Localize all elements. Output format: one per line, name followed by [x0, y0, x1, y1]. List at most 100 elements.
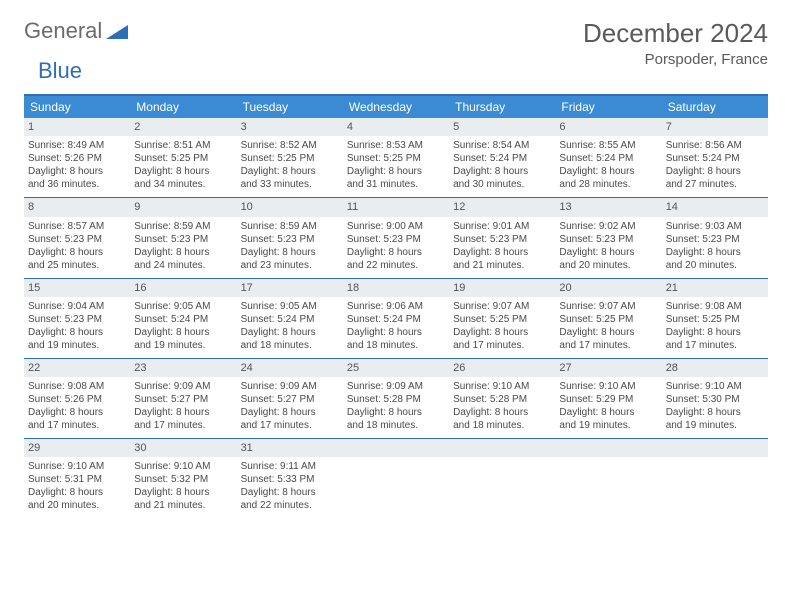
- sunrise-text: Sunrise: 8:49 AM: [28, 139, 126, 152]
- daylight-text-1: Daylight: 8 hours: [28, 326, 126, 339]
- day-cell: 10Sunrise: 8:59 AMSunset: 5:23 PMDayligh…: [237, 198, 343, 277]
- daylight-text-2: and 17 minutes.: [28, 419, 126, 432]
- daylight-text-1: Daylight: 8 hours: [666, 246, 764, 259]
- sunset-text: Sunset: 5:29 PM: [559, 393, 657, 406]
- sunset-text: Sunset: 5:26 PM: [28, 152, 126, 165]
- day-number: [449, 439, 555, 457]
- day-number: 16: [130, 279, 236, 297]
- day-cell: 29Sunrise: 9:10 AMSunset: 5:31 PMDayligh…: [24, 439, 130, 518]
- day-number: 12: [449, 198, 555, 216]
- daylight-text-1: Daylight: 8 hours: [559, 326, 657, 339]
- daylight-text-1: Daylight: 8 hours: [347, 406, 445, 419]
- daylight-text-1: Daylight: 8 hours: [28, 165, 126, 178]
- sunset-text: Sunset: 5:23 PM: [453, 233, 551, 246]
- sunrise-text: Sunrise: 9:10 AM: [28, 460, 126, 473]
- daylight-text-2: and 31 minutes.: [347, 178, 445, 191]
- sunset-text: Sunset: 5:24 PM: [559, 152, 657, 165]
- daylight-text-2: and 19 minutes.: [666, 419, 764, 432]
- day-number: 22: [24, 359, 130, 377]
- day-body: Sunrise: 8:49 AMSunset: 5:26 PMDaylight:…: [24, 136, 130, 197]
- sunset-text: Sunset: 5:23 PM: [28, 313, 126, 326]
- day-cell: 13Sunrise: 9:02 AMSunset: 5:23 PMDayligh…: [555, 198, 661, 277]
- day-number: 25: [343, 359, 449, 377]
- day-cell: 22Sunrise: 9:08 AMSunset: 5:26 PMDayligh…: [24, 359, 130, 438]
- day-number: 21: [662, 279, 768, 297]
- daylight-text-2: and 30 minutes.: [453, 178, 551, 191]
- day-body: Sunrise: 9:08 AMSunset: 5:26 PMDaylight:…: [24, 377, 130, 438]
- sunset-text: Sunset: 5:24 PM: [453, 152, 551, 165]
- day-number: 6: [555, 118, 661, 136]
- day-body: Sunrise: 9:07 AMSunset: 5:25 PMDaylight:…: [555, 297, 661, 358]
- day-cell: 4Sunrise: 8:53 AMSunset: 5:25 PMDaylight…: [343, 118, 449, 197]
- day-number: [555, 439, 661, 457]
- sunrise-text: Sunrise: 8:56 AM: [666, 139, 764, 152]
- daylight-text-2: and 34 minutes.: [134, 178, 232, 191]
- weekday-header-row: SundayMondayTuesdayWednesdayThursdayFrid…: [24, 96, 768, 118]
- day-cell: 12Sunrise: 9:01 AMSunset: 5:23 PMDayligh…: [449, 198, 555, 277]
- day-number: 29: [24, 439, 130, 457]
- daylight-text-2: and 21 minutes.: [453, 259, 551, 272]
- day-cell: 30Sunrise: 9:10 AMSunset: 5:32 PMDayligh…: [130, 439, 236, 518]
- day-number: 2: [130, 118, 236, 136]
- day-cell: 5Sunrise: 8:54 AMSunset: 5:24 PMDaylight…: [449, 118, 555, 197]
- sunset-text: Sunset: 5:25 PM: [241, 152, 339, 165]
- daylight-text-2: and 22 minutes.: [347, 259, 445, 272]
- day-cell: 27Sunrise: 9:10 AMSunset: 5:29 PMDayligh…: [555, 359, 661, 438]
- daylight-text-2: and 23 minutes.: [241, 259, 339, 272]
- daylight-text-1: Daylight: 8 hours: [28, 486, 126, 499]
- sunset-text: Sunset: 5:27 PM: [241, 393, 339, 406]
- day-cell: 17Sunrise: 9:05 AMSunset: 5:24 PMDayligh…: [237, 279, 343, 358]
- day-cell: 20Sunrise: 9:07 AMSunset: 5:25 PMDayligh…: [555, 279, 661, 358]
- day-body: Sunrise: 8:54 AMSunset: 5:24 PMDaylight:…: [449, 136, 555, 197]
- sunrise-text: Sunrise: 9:08 AM: [666, 300, 764, 313]
- daylight-text-1: Daylight: 8 hours: [347, 165, 445, 178]
- sunrise-text: Sunrise: 9:03 AM: [666, 220, 764, 233]
- sunrise-text: Sunrise: 9:08 AM: [28, 380, 126, 393]
- daylight-text-1: Daylight: 8 hours: [347, 246, 445, 259]
- daylight-text-1: Daylight: 8 hours: [241, 486, 339, 499]
- sunset-text: Sunset: 5:32 PM: [134, 473, 232, 486]
- daylight-text-2: and 18 minutes.: [347, 339, 445, 352]
- day-number: 28: [662, 359, 768, 377]
- daylight-text-1: Daylight: 8 hours: [241, 326, 339, 339]
- day-number: [343, 439, 449, 457]
- day-cell: 6Sunrise: 8:55 AMSunset: 5:24 PMDaylight…: [555, 118, 661, 197]
- daylight-text-2: and 19 minutes.: [559, 419, 657, 432]
- daylight-text-1: Daylight: 8 hours: [666, 165, 764, 178]
- day-cell: 23Sunrise: 9:09 AMSunset: 5:27 PMDayligh…: [130, 359, 236, 438]
- sunrise-text: Sunrise: 9:09 AM: [347, 380, 445, 393]
- daylight-text-2: and 20 minutes.: [559, 259, 657, 272]
- sunrise-text: Sunrise: 9:06 AM: [347, 300, 445, 313]
- day-cell: 24Sunrise: 9:09 AMSunset: 5:27 PMDayligh…: [237, 359, 343, 438]
- sunset-text: Sunset: 5:23 PM: [28, 233, 126, 246]
- sunrise-text: Sunrise: 9:07 AM: [559, 300, 657, 313]
- logo: General: [24, 18, 130, 44]
- sunset-text: Sunset: 5:26 PM: [28, 393, 126, 406]
- day-body: Sunrise: 9:05 AMSunset: 5:24 PMDaylight:…: [237, 297, 343, 358]
- daylight-text-2: and 25 minutes.: [28, 259, 126, 272]
- day-body: Sunrise: 9:00 AMSunset: 5:23 PMDaylight:…: [343, 217, 449, 278]
- sunset-text: Sunset: 5:25 PM: [134, 152, 232, 165]
- sunrise-text: Sunrise: 9:10 AM: [666, 380, 764, 393]
- daylight-text-1: Daylight: 8 hours: [559, 406, 657, 419]
- day-body: [662, 457, 768, 505]
- day-body: Sunrise: 9:06 AMSunset: 5:24 PMDaylight:…: [343, 297, 449, 358]
- day-cell: 31Sunrise: 9:11 AMSunset: 5:33 PMDayligh…: [237, 439, 343, 518]
- daylight-text-1: Daylight: 8 hours: [28, 246, 126, 259]
- day-body: Sunrise: 8:59 AMSunset: 5:23 PMDaylight:…: [237, 217, 343, 278]
- weekday-header: Tuesday: [237, 96, 343, 118]
- weekday-header: Friday: [555, 96, 661, 118]
- sunrise-text: Sunrise: 8:51 AM: [134, 139, 232, 152]
- sunrise-text: Sunrise: 9:10 AM: [559, 380, 657, 393]
- day-number: 1: [24, 118, 130, 136]
- sunset-text: Sunset: 5:33 PM: [241, 473, 339, 486]
- week-row: 15Sunrise: 9:04 AMSunset: 5:23 PMDayligh…: [24, 278, 768, 358]
- day-body: Sunrise: 8:51 AMSunset: 5:25 PMDaylight:…: [130, 136, 236, 197]
- day-number: 31: [237, 439, 343, 457]
- day-cell: 21Sunrise: 9:08 AMSunset: 5:25 PMDayligh…: [662, 279, 768, 358]
- day-cell: 19Sunrise: 9:07 AMSunset: 5:25 PMDayligh…: [449, 279, 555, 358]
- daylight-text-2: and 24 minutes.: [134, 259, 232, 272]
- day-body: Sunrise: 9:09 AMSunset: 5:28 PMDaylight:…: [343, 377, 449, 438]
- sunrise-text: Sunrise: 8:57 AM: [28, 220, 126, 233]
- day-number: 13: [555, 198, 661, 216]
